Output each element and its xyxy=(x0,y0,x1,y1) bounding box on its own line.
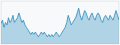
plot-area xyxy=(1,8,119,44)
area-line xyxy=(1,8,119,37)
chart-container xyxy=(0,0,120,45)
chart xyxy=(0,0,120,45)
area-fill xyxy=(1,8,119,44)
plot-frame xyxy=(1,1,119,44)
